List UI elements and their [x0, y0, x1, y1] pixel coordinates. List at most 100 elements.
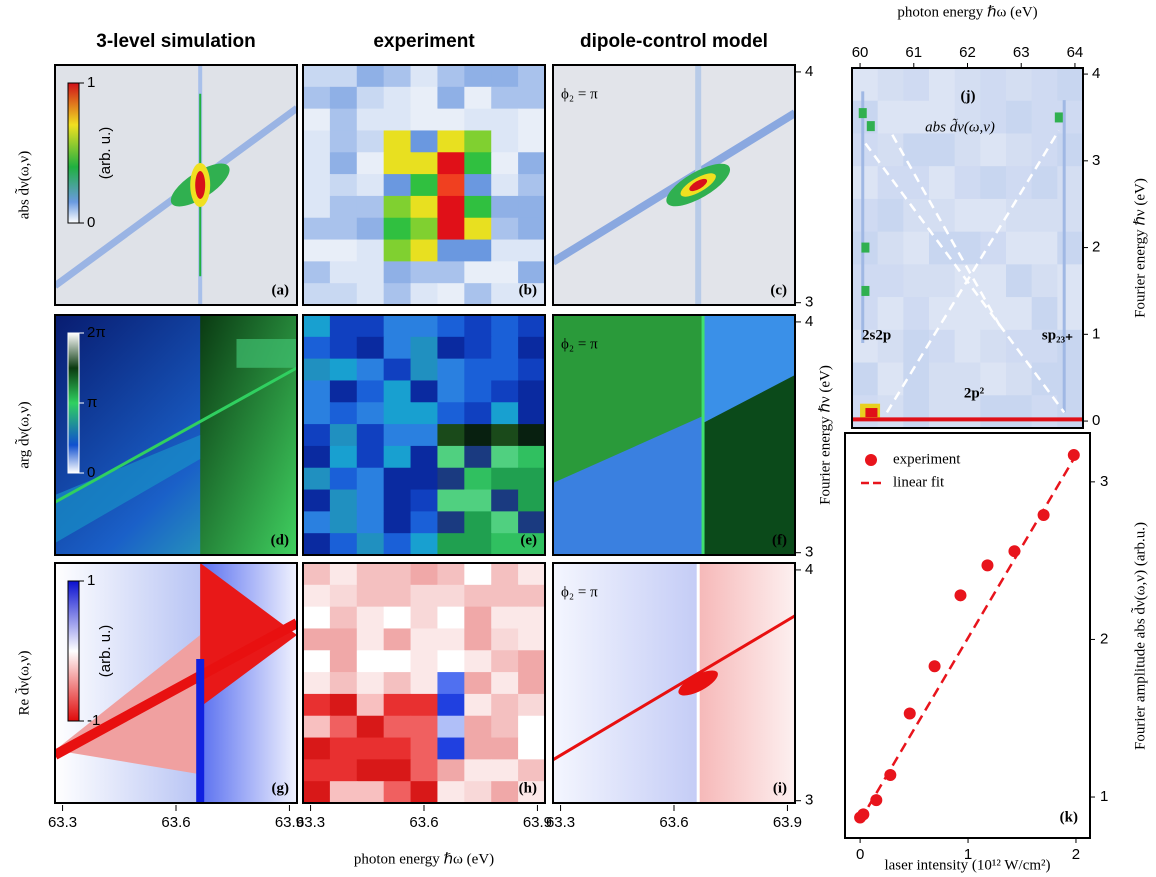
heatmap-cell [356, 445, 385, 469]
heatmap-cell [518, 195, 545, 219]
heatmap-cell [329, 533, 358, 555]
heatmap-cell [303, 217, 331, 241]
heatmap-cell [329, 445, 358, 469]
heatmap-cell [1031, 297, 1058, 331]
panel-frame [54, 562, 298, 804]
heatmap-cell [903, 231, 930, 265]
heatmap-cell [929, 264, 956, 298]
heatmap-cell [464, 563, 492, 586]
y-tick-label: 3 [1092, 152, 1100, 169]
heatmap-region [236, 339, 297, 368]
heatmap-cell [1006, 231, 1033, 265]
heatmap-cell [356, 584, 385, 608]
heatmap-cell [518, 672, 545, 695]
heatmap-cell [383, 65, 412, 88]
y-tick-label: 3 [1100, 473, 1108, 490]
heatmap-cell [356, 606, 385, 630]
heatmap-cell [491, 315, 519, 338]
heatmap-cell [491, 174, 519, 197]
heatmap-cell [410, 489, 439, 512]
heatmap-bg [55, 65, 297, 305]
heatmap-cell [491, 424, 519, 447]
heatmap-cell [1031, 231, 1058, 265]
panel-label: (c) [770, 282, 787, 298]
heatmap-cell [303, 759, 331, 782]
heatmap-cell [410, 336, 439, 360]
y-tick-label: 3 [805, 792, 813, 809]
heatmap-cell [410, 239, 439, 262]
heatmap-cell [303, 239, 331, 262]
heatmap-cell [1006, 166, 1033, 200]
panel-label: (j) [961, 88, 976, 104]
heatmap-cell [464, 672, 492, 695]
heatmap-cell [1006, 297, 1033, 331]
heatmap-cell [903, 198, 930, 233]
x-tick-label: 63.9 [275, 814, 304, 831]
heatmap-cell [383, 261, 412, 284]
heatmap-cell [303, 195, 331, 219]
heatmap-cell [356, 380, 385, 403]
heatmap-cell [1057, 166, 1083, 200]
heatmap-cell [303, 584, 331, 608]
heatmap-cell [464, 650, 492, 673]
heatmap-cell [954, 362, 981, 396]
heatmap-cell [491, 628, 519, 651]
heatmap-cell [303, 315, 331, 338]
heatmap-cell [329, 424, 358, 447]
heatmap-cell [518, 239, 545, 262]
heatmap-cell [491, 489, 519, 512]
heatmap-cell [437, 424, 465, 447]
heatmap-blob [195, 171, 206, 199]
heatmap-cell [437, 239, 465, 262]
heatmap-cell [356, 511, 385, 534]
heatmap-cell [383, 239, 412, 262]
heatmap-cell [303, 283, 331, 305]
colorbar-tick-label: 1 [87, 74, 95, 91]
heatmap-cell [356, 261, 385, 284]
heatmap-cell [383, 402, 412, 425]
data-point [903, 707, 916, 720]
y-axis-title: Fourier amplitude abs d̃ν(ω,ν) (arb.u.) [1131, 522, 1149, 750]
panel-frame [552, 64, 796, 306]
panel-frame [552, 562, 796, 804]
annotation: ϕ₂ = π [561, 584, 598, 600]
heatmap-cell [464, 174, 492, 197]
y-axis-title: Fourier energy ℏν (eV) [1132, 178, 1148, 318]
x-tick-label: 63.6 [161, 814, 190, 831]
heatmap-cell [356, 424, 385, 447]
heatmap-cell [329, 489, 358, 512]
heatmap-cell [410, 511, 439, 534]
colorbar-label: (arb. u.) [97, 625, 114, 678]
x-axis-title: laser intensity (10¹² W/cm²) [884, 857, 1050, 873]
heatmap-cell [329, 108, 358, 132]
heatmap-cell [464, 239, 492, 262]
heatmap-cell [954, 395, 981, 428]
heatmap-cell [1006, 100, 1033, 135]
heatmap-cell [410, 402, 439, 425]
heatmap-cell [518, 759, 545, 782]
heatmap-cell [464, 217, 492, 241]
heatmap-cell [356, 533, 385, 555]
heatmap-cell [1031, 68, 1058, 102]
heatmap-cell [329, 781, 358, 803]
heatmap-streak [891, 134, 1001, 327]
heatmap-region [703, 375, 795, 555]
heatmap-cell [410, 130, 439, 153]
panel-frame [302, 314, 546, 556]
heatmap-cell [383, 152, 412, 175]
heatmap-cell [1057, 362, 1083, 396]
heatmap-cell [329, 584, 358, 608]
heatmap-cell [929, 198, 956, 233]
heatmap-cell [303, 445, 331, 469]
heatmap-cell [464, 315, 492, 338]
heatmap-cell [383, 737, 412, 760]
x-axis-title: photon energy ℏω (eV) [354, 851, 494, 867]
heatmap-cell [903, 329, 930, 364]
heatmap-cell [437, 130, 465, 153]
heatmap-cell [518, 693, 545, 717]
heatmap-cell [929, 100, 956, 135]
heatmap-cell [329, 261, 358, 284]
heatmap-cell [464, 533, 492, 555]
heatmap-cell [491, 152, 519, 175]
heatmap-cell [929, 362, 956, 396]
